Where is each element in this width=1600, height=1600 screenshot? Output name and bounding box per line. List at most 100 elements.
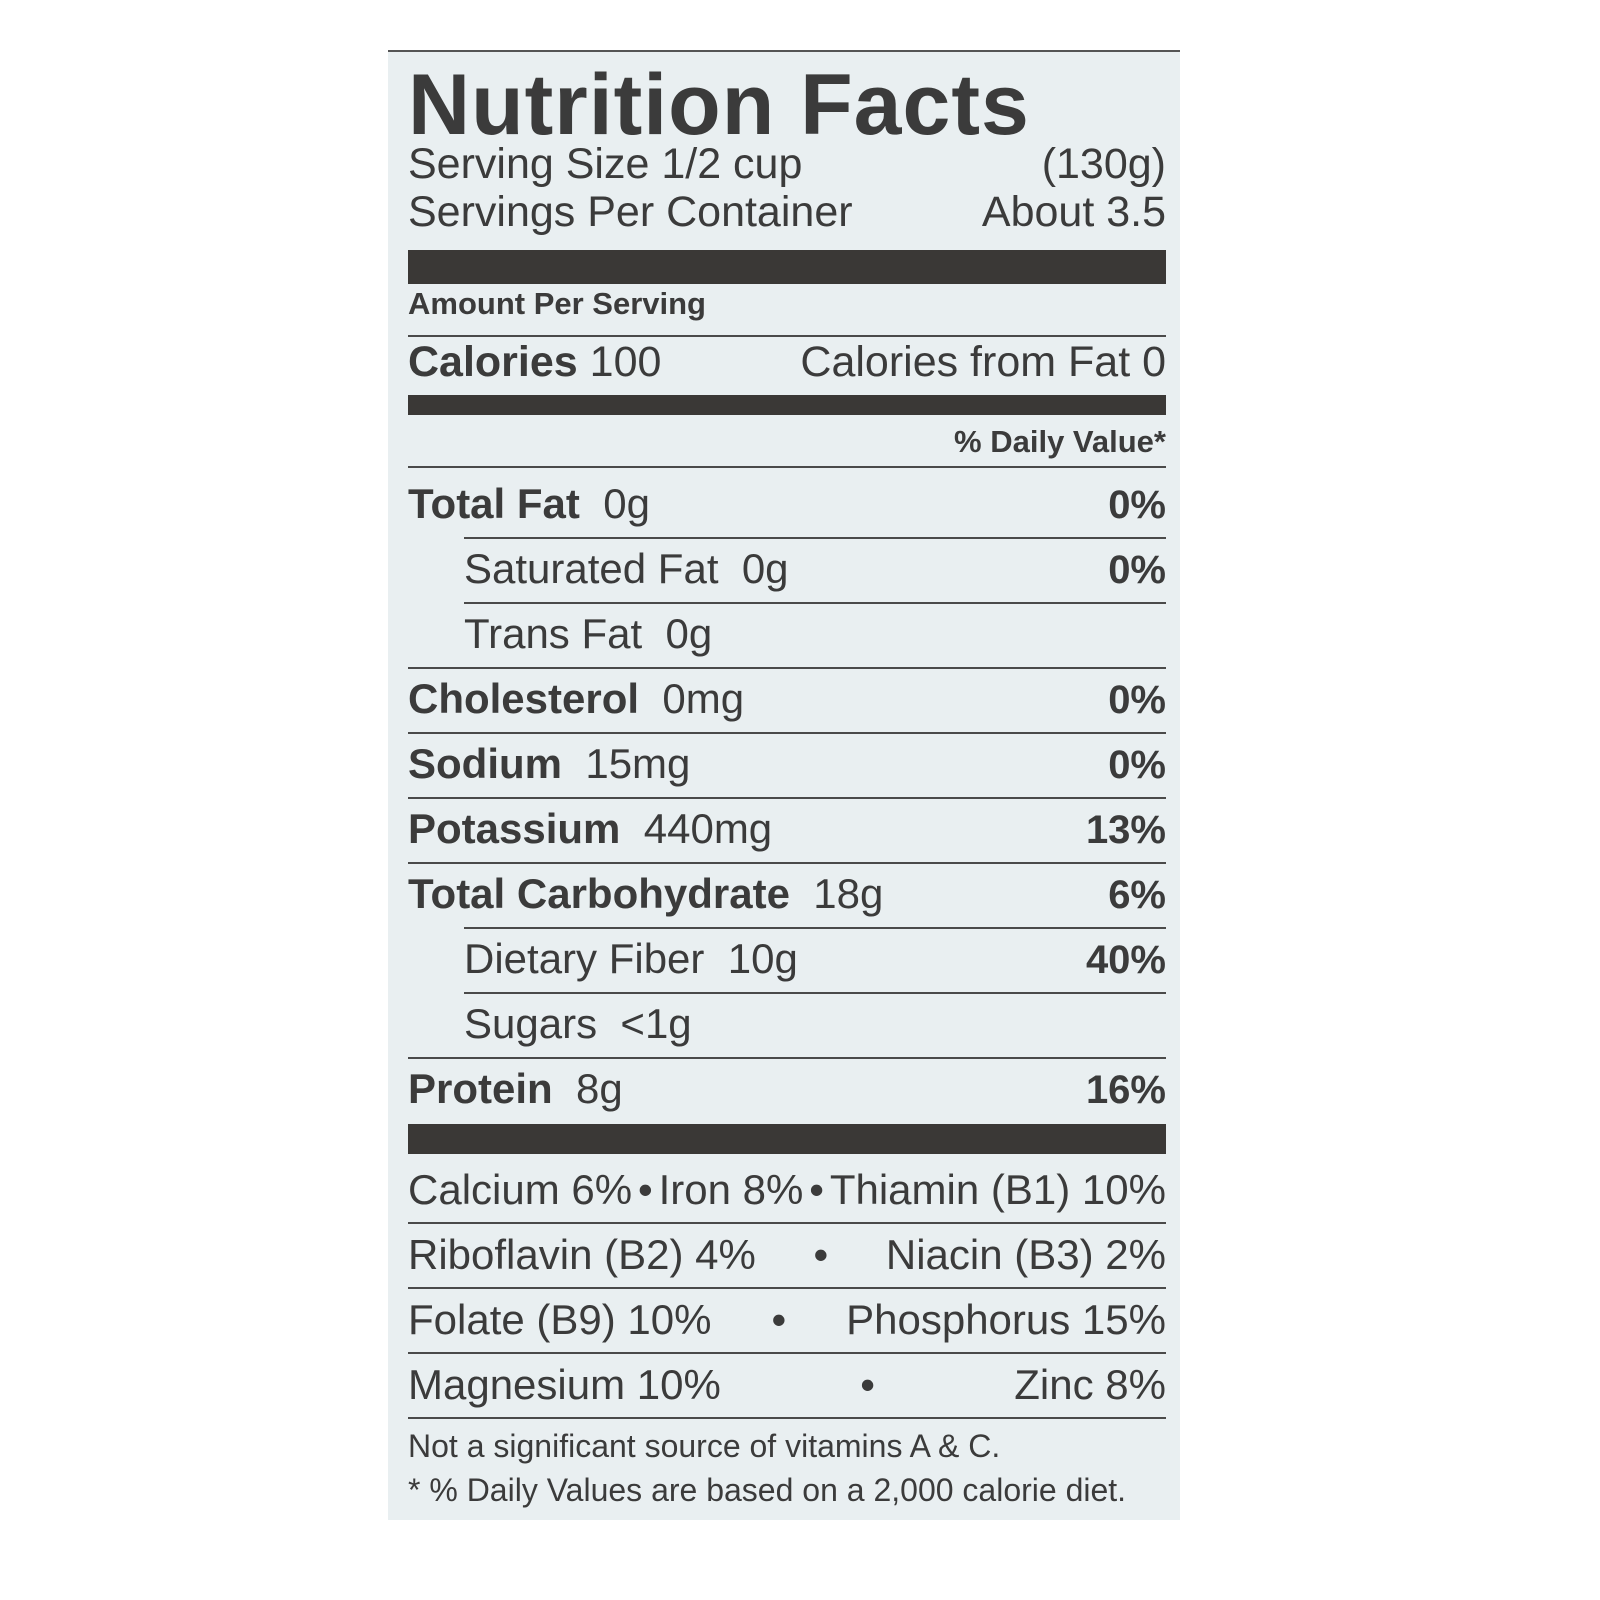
vitamin-item: Iron 8% (658, 1166, 804, 1213)
nutrient-row: Total Carbohydrate 18g 6% (408, 862, 1166, 926)
calories-row: Calories 100 Calories from Fat 0 (408, 338, 1166, 387)
nutrient-name: Sugars (464, 1000, 598, 1047)
vitamin-item: Calcium 6% (408, 1166, 633, 1213)
servings-per-container-row: Servings Per Container About 3.5 (408, 188, 1166, 237)
nutrient-name: Trans Fat (464, 610, 643, 657)
nutrient-name: Potassium (408, 805, 621, 852)
vitamin-item: Niacin (B3) 2% (885, 1231, 1166, 1278)
nutrient-daily-value: 0% (1108, 743, 1166, 787)
medium-divider (408, 395, 1166, 415)
vitamin-item: Magnesium 10% (408, 1361, 721, 1408)
vitamin-row: Riboflavin (B2) 4% • Niacin (B3) 2% (408, 1223, 1166, 1287)
vitamin-item: Thiamin (B1) 10% (829, 1166, 1166, 1213)
nutrient-row: Cholesterol 0mg 0% (408, 667, 1166, 731)
nutrient-name: Protein (408, 1065, 553, 1112)
nutrient-name: Saturated Fat (464, 545, 719, 592)
nutrient-row: Protein 8g 16% (408, 1057, 1166, 1121)
calories-label: Calories (408, 338, 578, 386)
nutrient-name: Total Carbohydrate (408, 870, 790, 917)
divider (408, 1352, 1166, 1354)
bullet-separator: • (813, 1231, 829, 1278)
label-title: Nutrition Facts (408, 57, 1030, 153)
divider (408, 1057, 1166, 1059)
daily-value-header: % Daily Value* (954, 424, 1166, 459)
nutrient-left: Cholesterol 0mg (408, 667, 744, 731)
nutrient-left: Total Carbohydrate 18g (408, 862, 883, 926)
nutrient-daily-value: 0% (1108, 678, 1166, 722)
divider (408, 732, 1166, 734)
nutrient-amount: 440mg (643, 805, 773, 852)
divider (408, 1417, 1166, 1419)
nutrient-daily-value: 0% (1108, 483, 1166, 527)
divider (408, 667, 1166, 669)
nutrient-amount: 18g (813, 870, 884, 917)
nutrient-amount: 0mg (662, 675, 745, 722)
nutrient-row: Trans Fat 0g (464, 602, 1166, 666)
divider (408, 1222, 1166, 1224)
bullet-separator: • (637, 1166, 653, 1213)
nutrient-amount: 15mg (585, 740, 691, 787)
serving-size-value: (130g) (1041, 140, 1166, 188)
nutrient-left: Dietary Fiber 10g (464, 927, 798, 991)
bullet-separator: • (809, 1166, 824, 1213)
servings-per-container-value: About 3.5 (981, 188, 1166, 236)
thick-divider (408, 250, 1166, 284)
nutrient-row: Total Fat 0g 0% (408, 472, 1166, 536)
vitamin-item: Zinc 8% (1014, 1361, 1166, 1408)
nutrient-amount: <1g (620, 1000, 692, 1047)
nutrient-left: Sugars <1g (464, 992, 692, 1056)
nutrient-amount: 0g (603, 480, 650, 527)
nutrient-name: Sodium (408, 740, 562, 787)
serving-size-label: Serving Size 1/2 cup (408, 140, 803, 188)
divider (464, 992, 1166, 994)
vitamin-row: Calcium 6% • Iron 8% • Thiamin (B1) 10% (408, 1158, 1166, 1222)
footnote-daily-values: * % Daily Values are based on a 2,000 ca… (408, 1472, 1127, 1508)
divider (408, 797, 1166, 799)
nutrient-left: Potassium 440mg (408, 797, 772, 861)
nutrient-amount: 0g (741, 545, 789, 592)
nutrient-daily-value: 6% (1108, 873, 1166, 917)
nutrient-amount: 8g (576, 1065, 623, 1112)
vitamin-item: Phosphorus 15% (846, 1296, 1166, 1343)
nutrient-daily-value: 0% (1108, 548, 1166, 592)
nutrient-daily-value: 13% (1085, 808, 1166, 852)
nutrient-daily-value: 16% (1085, 1068, 1166, 1112)
nutrient-left: Trans Fat 0g (464, 602, 712, 666)
nutrient-left: Protein 8g (408, 1057, 623, 1121)
servings-per-container-label: Servings Per Container (408, 188, 853, 236)
nutrient-name: Cholesterol (408, 675, 640, 722)
nutrient-row: Dietary Fiber 10g 40% (464, 927, 1166, 991)
divider (408, 862, 1166, 864)
nutrient-row: Saturated Fat 0g 0% (464, 537, 1166, 601)
divider (408, 466, 1166, 468)
nutrient-name: Total Fat (408, 480, 580, 527)
nutrient-amount: 10g (727, 935, 798, 982)
bullet-separator: • (860, 1361, 875, 1408)
amount-per-serving: Amount Per Serving (408, 286, 706, 321)
divider (464, 602, 1166, 604)
nutrient-left: Sodium 15mg (408, 732, 690, 796)
nutrient-name: Dietary Fiber (464, 935, 705, 982)
footnote-vitamins: Not a significant source of vitamins A &… (408, 1428, 1001, 1464)
nutrient-left: Saturated Fat 0g (464, 537, 789, 601)
nutrient-amount: 0g (665, 610, 713, 657)
divider (464, 927, 1166, 929)
divider (408, 1287, 1166, 1289)
vitamin-row: Folate (B9) 10% • Phosphorus 15% (408, 1288, 1166, 1352)
divider (408, 335, 1166, 337)
vitamin-row: Magnesium 10% • Zinc 8% (408, 1353, 1166, 1417)
nutrient-daily-value: 40% (1085, 938, 1166, 982)
calories-from-fat: Calories from Fat 0 (800, 338, 1166, 386)
calories-value: 100 (589, 338, 662, 386)
divider (464, 537, 1166, 539)
serving-size-row: Serving Size 1/2 cup (130g) (408, 140, 1166, 189)
nutrient-row: Potassium 440mg 13% (408, 797, 1166, 861)
nutrient-row: Sodium 15mg 0% (408, 732, 1166, 796)
nutrient-left: Total Fat 0g (408, 472, 650, 536)
nutrient-row: Sugars <1g (464, 992, 1166, 1056)
vitamin-item: Riboflavin (B2) 4% (408, 1231, 756, 1278)
vitamin-item: Folate (B9) 10% (408, 1296, 712, 1343)
bullet-separator: • (771, 1296, 787, 1343)
nutrition-facts-label: Nutrition Facts Serving Size 1/2 cup (13… (388, 50, 1180, 1520)
thick-divider (408, 1124, 1166, 1154)
